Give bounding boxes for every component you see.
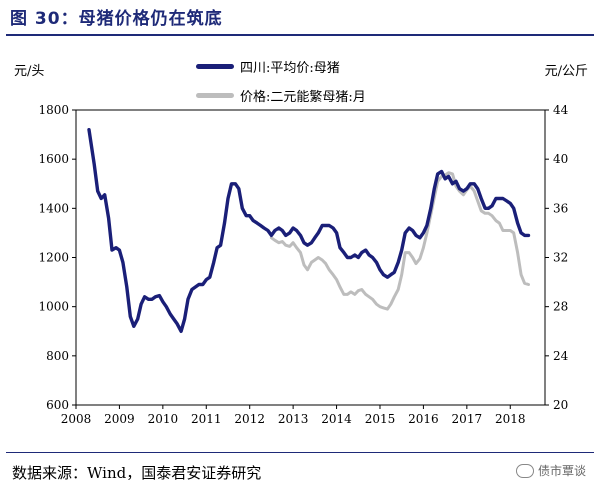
legend-item-series1: 四川:平均价:母猪 [196, 57, 340, 76]
left-axis-tick-label: 800 [46, 349, 69, 363]
left-axis-tick-label: 1600 [38, 152, 69, 166]
right-axis-tick-label: 32 [553, 251, 568, 265]
right-axis-tick-label: 36 [553, 201, 568, 215]
x-axis-tick-label: 2010 [148, 412, 179, 426]
left-axis-tick-label: 1800 [38, 103, 69, 117]
right-axis-tick-label: 28 [553, 300, 568, 314]
x-axis-tick-label: 2008 [61, 412, 92, 426]
plot-frame [75, 109, 546, 406]
left-axis-tick-label: 1200 [38, 251, 69, 265]
x-axis-tick-label: 2017 [452, 412, 483, 426]
left-axis-tick-label: 600 [46, 398, 69, 412]
legend-label-series2: 价格:二元能繁母猪:月 [240, 90, 366, 105]
series-line-sichuan-sow-price [87, 127, 531, 333]
legend-label-series1: 四川:平均价:母猪 [240, 61, 340, 76]
title-divider [6, 34, 594, 36]
x-axis-tick-label: 2013 [278, 412, 309, 426]
x-axis-tick-label: 2014 [321, 412, 352, 426]
right-axis-tick-label: 24 [553, 349, 569, 363]
source-note: 数据来源：Wind，国泰君安证券研究 [12, 464, 262, 482]
left-axis-tick-label: 1000 [38, 300, 69, 314]
wechat-icon [515, 463, 534, 478]
x-axis-tick-label: 2016 [408, 412, 439, 426]
watermark-text: 债市覃谈 [537, 464, 586, 478]
right-axis-tick-label: 40 [553, 152, 568, 166]
source-divider [6, 452, 594, 453]
x-axis-tick-label: 2011 [191, 412, 222, 426]
right-axis-tick-label: 20 [553, 398, 568, 412]
x-axis-tick-label: 2012 [234, 412, 265, 426]
legend-item-series2: 价格:二元能繁母猪:月 [196, 86, 366, 105]
left-axis-unit: 元/头 [14, 64, 45, 79]
series-line-binary-sow-price [269, 171, 530, 311]
line-chart: 600 800 1000 1200 1400 1600 1800 20 24 28 32 36 40 44… [38, 103, 569, 426]
figure-title: 图 30：母猪价格仍在筑底 [10, 9, 223, 29]
legend-swatch-series1 [196, 64, 234, 69]
right-axis-unit: 元/公斤 [544, 64, 588, 79]
x-axis-tick-label: 2009 [104, 412, 135, 426]
x-axis-tick-label: 2018 [495, 412, 526, 426]
x-axis-tick-label: 2015 [365, 412, 396, 426]
legend-swatch-series2 [196, 93, 234, 98]
left-axis-tick-label: 1400 [38, 201, 69, 215]
right-axis-tick-label: 44 [553, 103, 569, 117]
watermark: 债市覃谈 [515, 462, 586, 479]
